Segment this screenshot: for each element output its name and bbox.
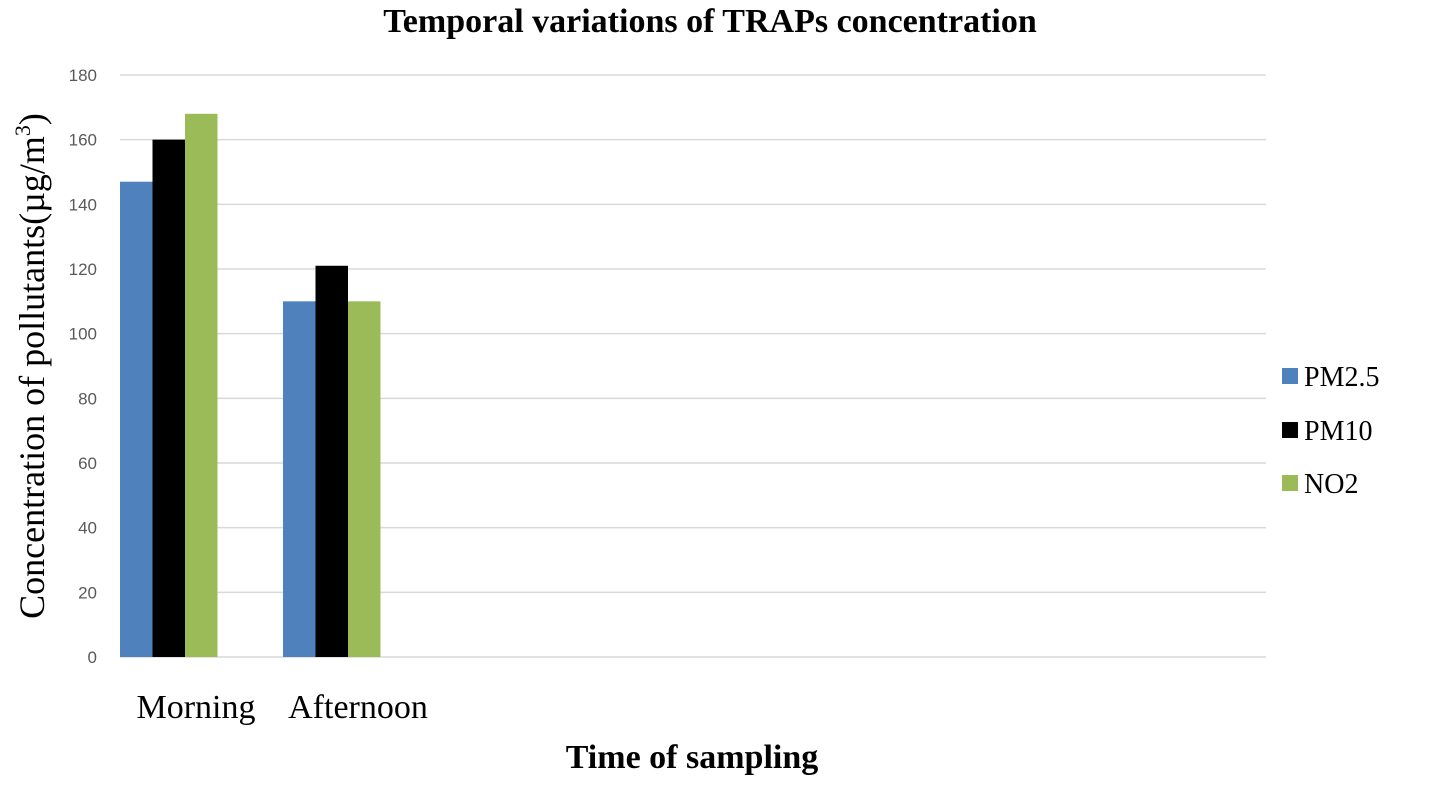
legend-label: PM10 — [1304, 416, 1372, 447]
bar-no2-morning — [185, 113, 218, 658]
y-axis-label-main: Concentration of pollutants(µg/m — [12, 136, 52, 619]
y-axis-ticks: 0 20 40 60 80 100 120 140 160 180 — [69, 66, 97, 667]
x-tick-label: Morning — [137, 689, 256, 726]
y-tick-label: 160 — [69, 131, 97, 150]
x-tick-label: Afternoon — [288, 689, 428, 726]
bar-pm10-morning — [152, 139, 185, 657]
legend: PM2.5 PM10 NO2 — [1282, 362, 1379, 500]
legend-label: NO2 — [1304, 469, 1358, 500]
bars — [120, 113, 381, 658]
y-tick-label: 180 — [69, 66, 97, 85]
legend-swatch — [1282, 422, 1298, 438]
legend-item-pm10: PM10 — [1282, 416, 1372, 447]
y-tick-label: 140 — [69, 195, 97, 214]
bar-pm25-morning — [120, 181, 153, 657]
y-axis-label: Concentration of pollutants(µg/m3) — [10, 113, 52, 619]
bar-no2-afternoon — [348, 301, 381, 657]
y-axis-label-suffix: ) — [12, 113, 52, 125]
y-tick-label: 100 — [69, 325, 97, 344]
x-axis-label: Time of sampling — [566, 739, 819, 776]
bar-pm25-afternoon — [283, 301, 316, 657]
legend-item-pm25: PM2.5 — [1282, 362, 1379, 393]
legend-item-no2: NO2 — [1282, 469, 1358, 500]
legend-swatch — [1282, 475, 1298, 491]
chart-title: Temporal variations of TRAPs concentrati… — [383, 3, 1037, 40]
legend-label: PM2.5 — [1304, 362, 1379, 393]
y-tick-label: 0 — [88, 648, 97, 667]
y-tick-label: 120 — [69, 260, 97, 279]
y-tick-label: 40 — [78, 519, 97, 538]
legend-swatch — [1282, 368, 1298, 384]
y-tick-label: 20 — [78, 583, 97, 602]
y-tick-label: 80 — [78, 389, 97, 408]
bar-pm10-afternoon — [315, 265, 348, 657]
y-tick-label: 60 — [78, 454, 97, 473]
x-axis-ticks: Morning Afternoon — [137, 689, 428, 726]
y-axis-label-superscript: 3 — [10, 125, 35, 136]
